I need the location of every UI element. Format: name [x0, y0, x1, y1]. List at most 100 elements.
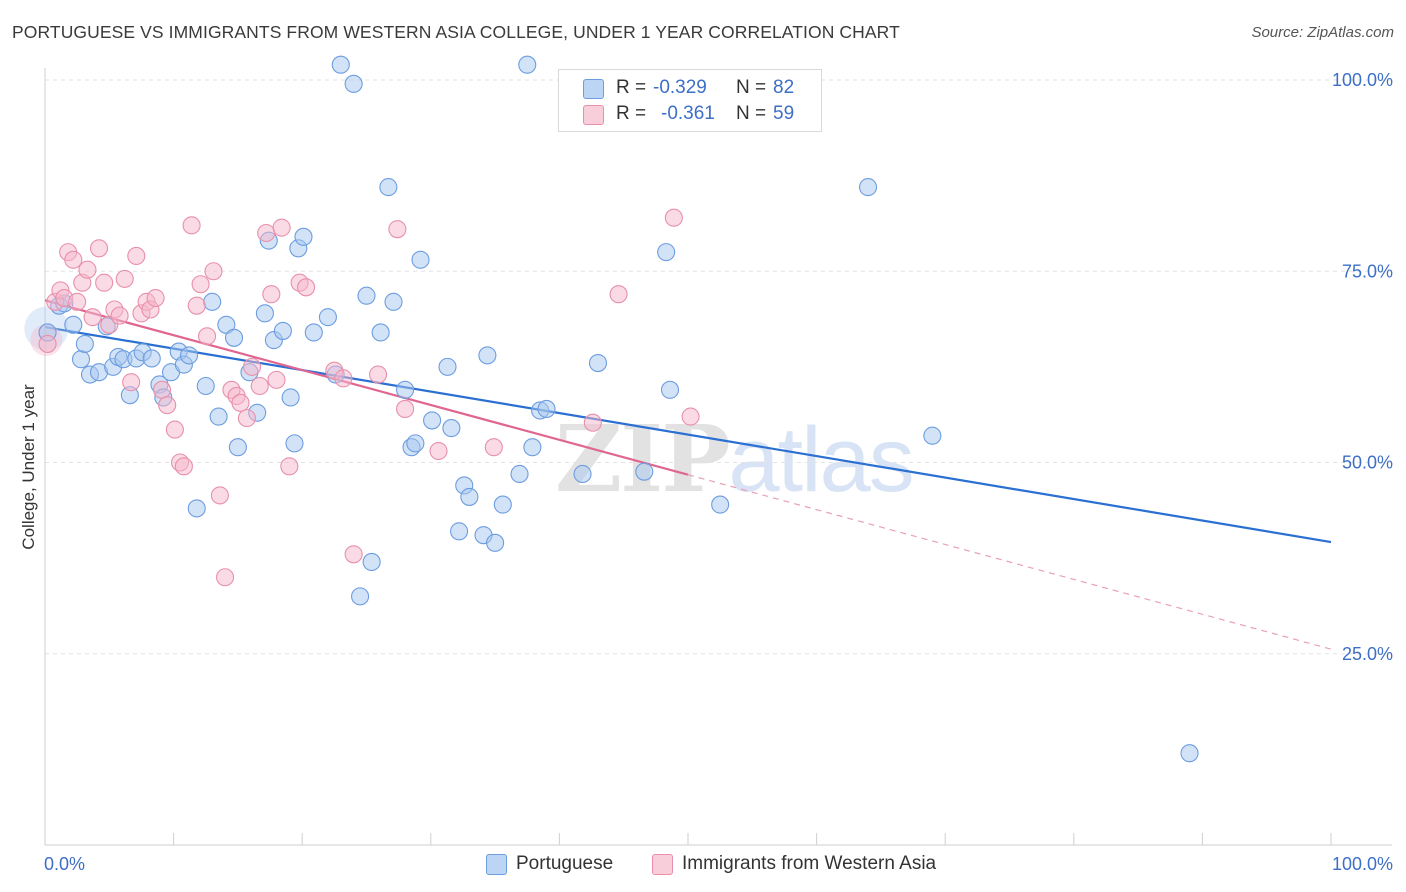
data-point-portuguese	[660, 380, 680, 399]
data-point-portuguese	[179, 346, 199, 365]
data-point-western-asia	[257, 223, 276, 243]
data-point-western-asia	[396, 399, 415, 419]
legend-r-label: R =	[616, 103, 647, 124]
data-point-portuguese	[142, 349, 161, 368]
legend-label-portuguese: Portuguese	[516, 853, 614, 874]
data-point-portuguese	[318, 308, 337, 327]
data-point-western-asia	[369, 365, 388, 384]
source-label: Source: ZipAtlas.com	[1251, 24, 1394, 41]
data-point-portuguese	[396, 380, 415, 399]
data-point-portuguese	[344, 74, 363, 93]
data-point-western-asia	[583, 413, 602, 432]
data-point-portuguese	[478, 346, 497, 365]
data-point-portuguese	[657, 243, 676, 262]
data-point-portuguese	[351, 587, 370, 606]
legend-swatch-portuguese	[583, 79, 604, 99]
data-point-western-asia	[122, 373, 141, 392]
x-tick-label: 0.0%	[44, 854, 85, 874]
legend-n-value: 82	[773, 77, 795, 98]
legend-r-value: -0.361	[661, 103, 715, 124]
data-point-western-asia	[115, 269, 134, 288]
data-point-portuguese	[379, 178, 398, 197]
data-point-portuguese	[438, 357, 457, 376]
correlation-legend: R = -0.329 N = 82 R = -0.361 N = 59	[558, 69, 822, 132]
legend-swatch-western-asia	[583, 105, 604, 125]
data-point-portuguese	[450, 522, 469, 541]
data-point-western-asia	[242, 357, 262, 376]
data-point-portuguese	[357, 286, 376, 305]
y-tick-label: 50.0%	[1342, 453, 1393, 473]
data-point-western-asia	[388, 220, 407, 239]
data-point-portuguese	[294, 227, 313, 246]
axes	[44, 68, 1392, 846]
data-point-western-asia	[64, 250, 83, 269]
data-point-portuguese	[923, 426, 942, 445]
data-point-portuguese	[304, 323, 323, 342]
data-point-portuguese	[518, 55, 537, 74]
legend-swatch-western-asia	[652, 854, 673, 875]
data-point-western-asia	[334, 369, 353, 388]
data-point-portuguese	[460, 487, 479, 506]
data-point-western-asia	[267, 370, 286, 389]
data-point-western-asia	[110, 306, 129, 325]
data-point-portuguese	[187, 499, 206, 518]
data-point-portuguese	[71, 350, 91, 369]
data-point-portuguese	[537, 399, 556, 419]
data-point-western-asia	[215, 568, 235, 587]
y-tick-label: 75.0%	[1342, 261, 1393, 281]
data-point-western-asia	[182, 216, 201, 235]
trend-line-portuguese	[44, 326, 1332, 544]
data-point-western-asia	[78, 260, 97, 279]
data-point-western-asia	[38, 334, 57, 353]
data-point-western-asia	[89, 239, 109, 258]
legend-swatch-portuguese	[486, 854, 507, 875]
data-point-western-asia	[280, 457, 299, 476]
data-point-western-asia	[250, 376, 269, 396]
legend-r-value: -0.329	[653, 77, 707, 98]
data-point-portuguese	[635, 462, 654, 481]
data-point-portuguese	[203, 292, 222, 311]
y-tick-label: 100.0%	[1332, 70, 1393, 90]
data-point-portuguese	[523, 438, 542, 457]
data-point-western-asia	[146, 288, 165, 308]
data-point-western-asia	[297, 278, 316, 297]
legend-n-label: N =	[736, 77, 767, 98]
data-point-western-asia	[68, 292, 87, 311]
tick-labels: 100.0% 75.0% 50.0% 25.0% 0.0% 100.0%	[44, 70, 1393, 874]
data-point-portuguese	[285, 434, 304, 453]
data-point-portuguese	[384, 292, 403, 311]
data-point-portuguese	[209, 407, 228, 426]
data-point-portuguese	[442, 419, 461, 438]
data-point-portuguese	[858, 178, 878, 197]
data-point-western-asia	[681, 407, 700, 426]
data-point-western-asia	[484, 438, 503, 457]
legend-r-label: R =	[616, 77, 647, 98]
data-point-portuguese	[362, 552, 381, 572]
data-point-western-asia	[187, 296, 206, 315]
data-point-western-asia	[262, 285, 281, 304]
data-point-western-asia	[210, 486, 229, 505]
legend-label-western-asia: Immigrants from Western Asia	[682, 853, 937, 874]
data-point-portuguese	[255, 304, 274, 323]
data-point-portuguese	[423, 411, 442, 430]
trend-line-extension-western-asia	[687, 474, 1332, 650]
data-point-western-asia	[237, 409, 256, 428]
data-point-portuguese	[411, 250, 430, 269]
data-point-portuguese	[406, 434, 425, 453]
data-point-western-asia	[174, 457, 193, 476]
data-point-portuguese	[196, 376, 215, 396]
data-point-western-asia	[95, 273, 114, 292]
data-point-portuguese	[371, 323, 390, 342]
data-points	[24, 55, 1199, 763]
data-point-western-asia	[272, 218, 291, 237]
data-point-western-asia	[204, 262, 223, 281]
data-point-western-asia	[231, 393, 250, 412]
data-point-portuguese	[588, 353, 608, 373]
x-tick-label: 100.0%	[1332, 854, 1393, 874]
trend-line-western-asia	[44, 299, 689, 476]
data-point-western-asia	[165, 420, 184, 439]
data-point-western-asia	[664, 208, 683, 227]
data-point-portuguese	[486, 533, 505, 552]
data-point-western-asia	[429, 441, 448, 461]
